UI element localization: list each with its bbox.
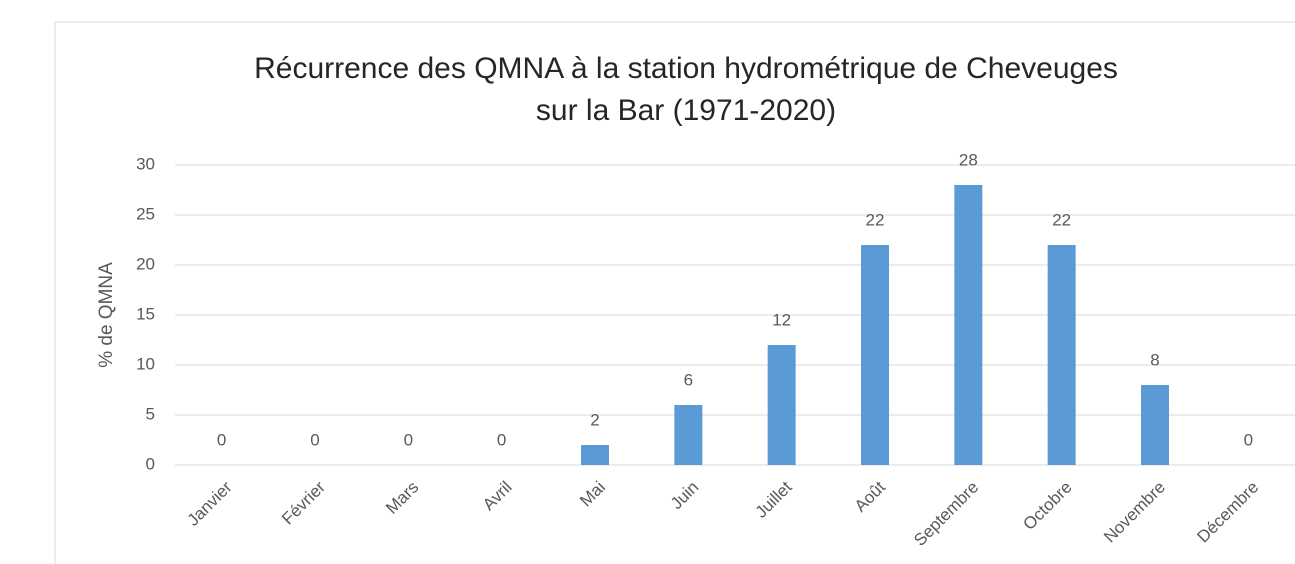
- bar: [674, 405, 703, 465]
- y-tick-label: 0: [146, 454, 155, 473]
- data-label: 6: [684, 370, 693, 389]
- x-tick-label: Février: [278, 477, 329, 528]
- x-tick-label: Décembre: [1193, 478, 1262, 547]
- x-tick-label: Novembre: [1100, 478, 1169, 547]
- bar: [861, 245, 889, 465]
- x-tick-label: Août: [851, 477, 889, 515]
- y-axis-label: % de QMNA: [96, 262, 117, 368]
- data-label: 0: [217, 430, 226, 449]
- x-tick-label: Octobre: [1019, 478, 1075, 534]
- y-tick-label: 20: [136, 254, 155, 273]
- chart-title: sur la Bar (1971-2020): [536, 94, 836, 127]
- bar: [581, 445, 609, 465]
- x-tick-label: Avril: [479, 478, 516, 515]
- data-label: 22: [1052, 210, 1071, 229]
- x-tick-label: Juin: [667, 478, 702, 513]
- y-tick-label: 30: [136, 154, 155, 173]
- bar: [1141, 385, 1169, 465]
- bar: [767, 345, 796, 465]
- data-label: 0: [1244, 430, 1253, 449]
- data-label: 2: [590, 410, 599, 429]
- data-label: 8: [1150, 350, 1159, 369]
- bar: [1047, 245, 1076, 465]
- data-label: 0: [310, 430, 319, 449]
- y-tick-label: 5: [146, 404, 155, 423]
- data-label: 0: [404, 430, 413, 449]
- data-label: 22: [866, 210, 885, 229]
- y-tick-label: 10: [136, 354, 155, 373]
- x-tick-label: Septembre: [910, 478, 982, 550]
- data-label: 12: [772, 310, 791, 329]
- y-tick-label: 25: [136, 204, 155, 223]
- x-tick-label: Mai: [576, 478, 609, 511]
- bar: [954, 185, 983, 465]
- x-tick-label: Janvier: [183, 477, 235, 529]
- x-tick-label: Juillet: [751, 477, 795, 521]
- data-label: 28: [959, 150, 978, 169]
- chart-border: [54, 21, 1295, 564]
- data-label: 0: [497, 430, 506, 449]
- chart-title: Récurrence des QMNA à la station hydromé…: [254, 52, 1118, 85]
- x-tick-label: Mars: [382, 478, 422, 518]
- y-tick-label: 15: [136, 304, 155, 323]
